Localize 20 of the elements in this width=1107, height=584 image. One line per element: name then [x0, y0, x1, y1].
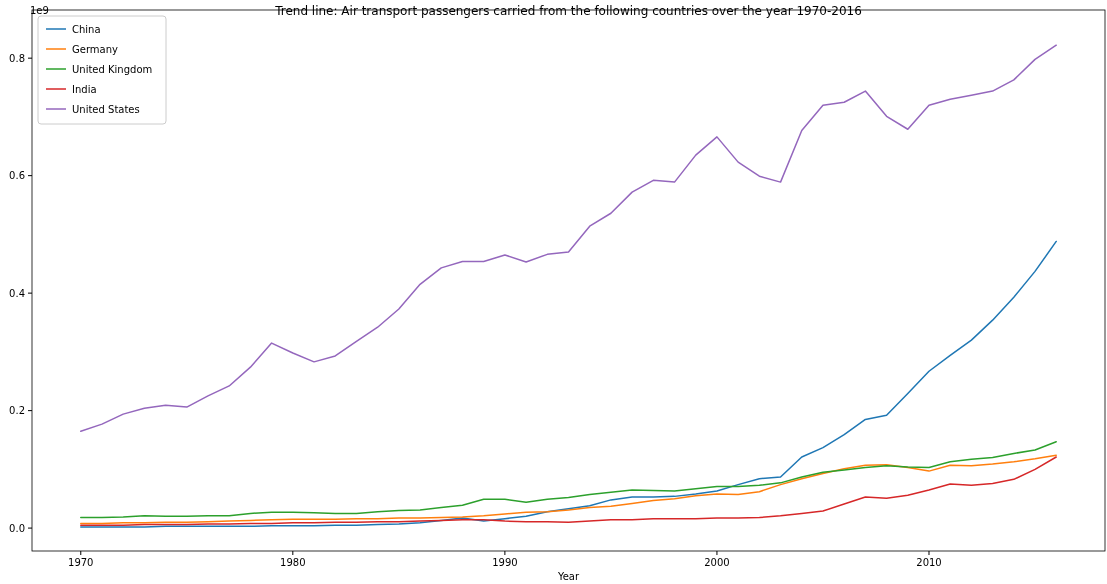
y-tick-label: 0.2	[9, 405, 25, 417]
legend-label: Germany	[72, 43, 119, 55]
x-tick-label: 2000	[704, 557, 730, 568]
line-series	[80, 440, 1057, 519]
line-series	[80, 240, 1057, 528]
x-tick-label: 1970	[68, 557, 94, 568]
x-tick-label: 1990	[492, 557, 518, 568]
x-tick-label: 2010	[916, 557, 942, 568]
y-tick-label: 0.8	[9, 52, 25, 64]
annotation: 1e9	[30, 5, 49, 16]
chart-title: Trend line: Air transport passengers carried from the following countries over the year 1970-2016	[274, 4, 862, 18]
legend-label: India	[72, 83, 97, 95]
y-tick-label: 0.4	[9, 287, 25, 299]
y-tick-label: 0.6	[9, 170, 25, 182]
y-tick-label: 0.0	[9, 522, 25, 534]
legend-label: United Kingdom	[72, 63, 153, 75]
legend-label: China	[72, 23, 101, 35]
x-tick-label: 1980	[280, 557, 306, 568]
legend-label: United States	[72, 103, 140, 115]
x-axis-title: Year	[556, 571, 580, 582]
